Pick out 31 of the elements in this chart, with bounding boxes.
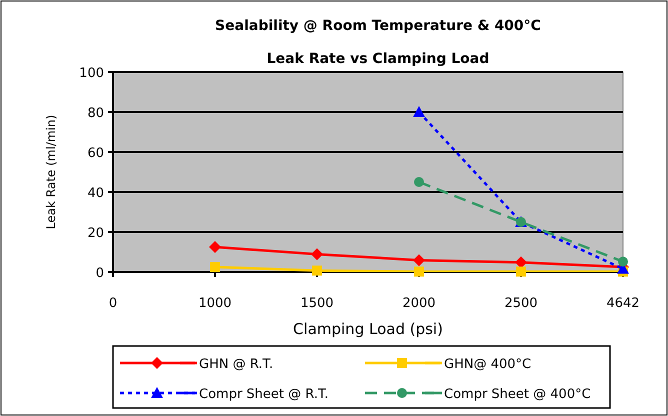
- chart-title: Sealability @ Room Temperature & 400°C: [215, 18, 541, 34]
- legend-label: GHN @ R.T.: [199, 357, 274, 372]
- y-axis-title: Leak Rate (ml/min): [44, 114, 58, 230]
- y-tick-label: 20: [87, 226, 104, 241]
- point: [516, 266, 526, 277]
- x-tick-label: 1500: [300, 296, 334, 311]
- x-tick-label: 2000: [402, 296, 436, 311]
- x-tick-label: 2500: [504, 296, 538, 311]
- x-axis-title: Clamping Load (psi): [293, 320, 443, 338]
- point: [210, 262, 220, 272]
- point: [413, 254, 425, 266]
- y-tick-label: 100: [79, 66, 104, 81]
- point: [414, 177, 424, 187]
- point: [312, 266, 322, 276]
- legend-label: GHN@ 400°C: [444, 357, 532, 372]
- point: [413, 106, 425, 117]
- x-tick-label: 1000: [198, 296, 232, 311]
- legend-label: Compr Sheet @ 400°C: [444, 387, 591, 402]
- y-tick-label: 60: [87, 146, 104, 161]
- point: [618, 256, 628, 267]
- point: [414, 266, 424, 277]
- point: [515, 256, 527, 268]
- x-tick-label: 0: [108, 296, 118, 311]
- y-tick-label: 0: [96, 266, 104, 281]
- legend-label: Compr Sheet @ R.T.: [199, 387, 329, 402]
- point: [209, 241, 221, 253]
- y-tick-label: 80: [87, 106, 104, 121]
- y-tick-label: 40: [87, 186, 104, 201]
- point: [311, 248, 323, 260]
- chart-subtitle: Leak Rate vs Clamping Load: [266, 51, 490, 67]
- x-tick-label: 4642: [606, 296, 640, 311]
